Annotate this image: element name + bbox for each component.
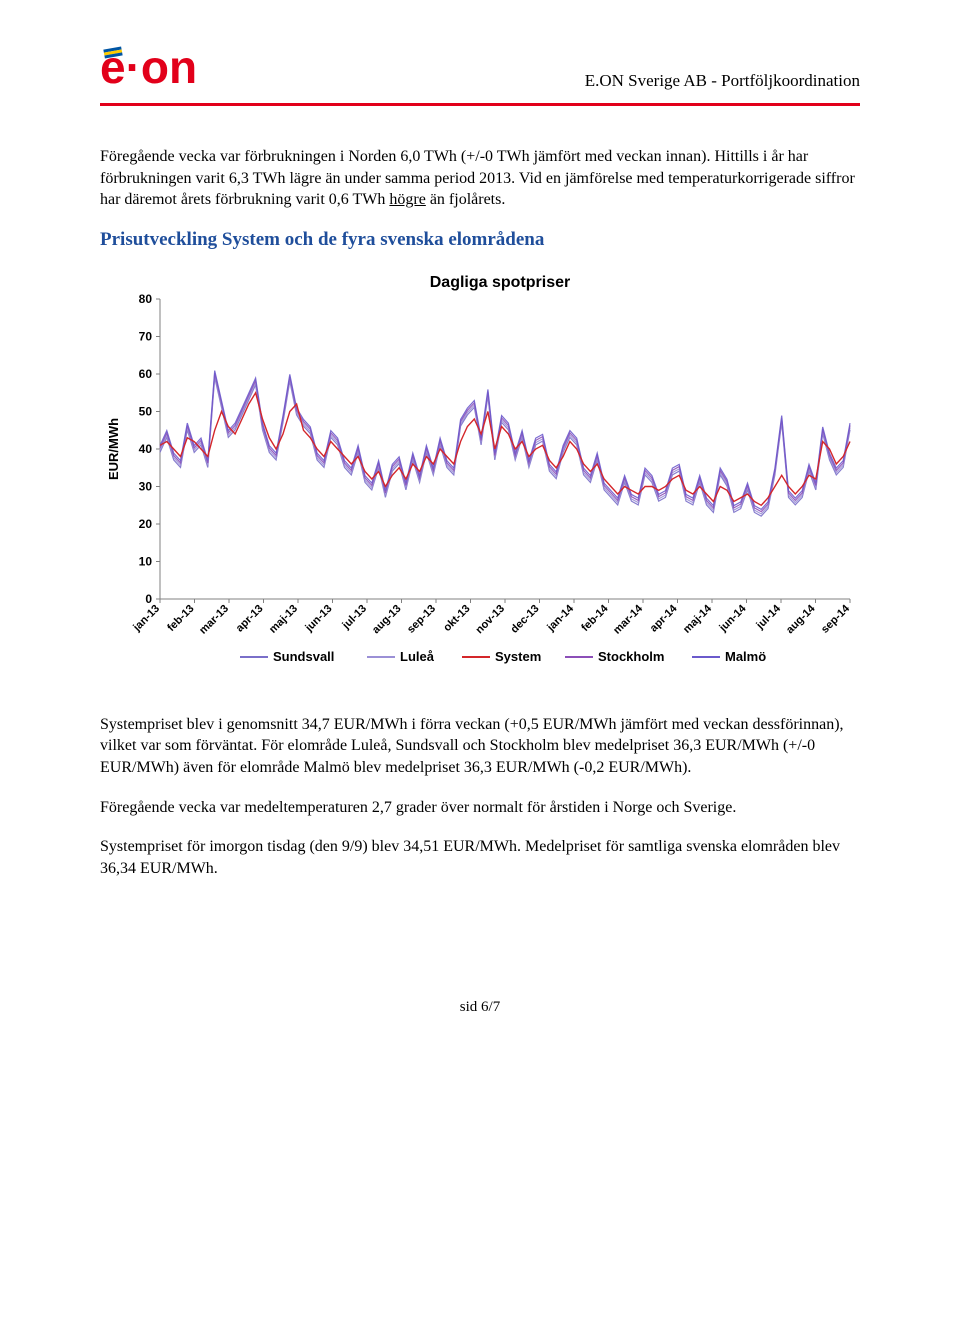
svg-text:jul-13: jul-13 bbox=[340, 602, 370, 632]
svg-text:Sundsvall: Sundsvall bbox=[273, 649, 334, 664]
paragraph-3: Föregående vecka var medeltemperaturen 2… bbox=[100, 797, 860, 819]
svg-text:mar-14: mar-14 bbox=[611, 602, 646, 637]
svg-text:System: System bbox=[495, 649, 541, 664]
svg-text:60: 60 bbox=[139, 367, 153, 381]
svg-text:dec-13: dec-13 bbox=[508, 602, 541, 635]
svg-text:nov-13: nov-13 bbox=[474, 602, 508, 636]
svg-text:aug-13: aug-13 bbox=[370, 602, 404, 636]
svg-text:jan-13: jan-13 bbox=[130, 602, 162, 634]
svg-text:10: 10 bbox=[139, 554, 153, 568]
svg-text:Dagliga spotpriser: Dagliga spotpriser bbox=[430, 274, 570, 291]
svg-text:mar-13: mar-13 bbox=[197, 602, 231, 636]
intro-paragraph: Föregående vecka var förbrukningen i Nor… bbox=[100, 146, 860, 211]
svg-text:jun-14: jun-14 bbox=[717, 602, 750, 635]
intro-text-underline: högre bbox=[389, 191, 425, 208]
svg-text:50: 50 bbox=[139, 404, 153, 418]
section-title: Prisutveckling System och de fyra svensk… bbox=[100, 229, 860, 251]
svg-text:40: 40 bbox=[139, 442, 153, 456]
svg-text:jun-13: jun-13 bbox=[303, 602, 335, 634]
svg-text:okt-13: okt-13 bbox=[441, 602, 472, 633]
svg-text:sep-14: sep-14 bbox=[819, 602, 853, 636]
svg-text:70: 70 bbox=[139, 329, 153, 343]
svg-text:apr-14: apr-14 bbox=[648, 602, 680, 634]
svg-text:EUR/MWh: EUR/MWh bbox=[106, 418, 121, 480]
svg-text:sep-13: sep-13 bbox=[405, 602, 438, 635]
svg-text:Luleå: Luleå bbox=[400, 649, 435, 664]
svg-text:20: 20 bbox=[139, 517, 153, 531]
header-title: E.ON Sverige AB - Portföljkoordination bbox=[585, 71, 860, 91]
page-footer: sid 6/7 bbox=[100, 999, 860, 1016]
header-rule bbox=[100, 103, 860, 106]
paragraph-2: Systempriset blev i genomsnitt 34,7 EUR/… bbox=[100, 714, 860, 779]
header: e·on E.ON Sverige AB - Portföljkoordinat… bbox=[100, 40, 860, 95]
svg-text:feb-13: feb-13 bbox=[165, 602, 196, 633]
svg-text:jul-14: jul-14 bbox=[754, 602, 784, 632]
spotprice-chart: Dagliga spotpriser01020304050607080EUR/M… bbox=[100, 269, 860, 674]
eon-logo: e·on bbox=[100, 40, 270, 95]
paragraph-4: Systempriset för imorgon tisdag (den 9/9… bbox=[100, 836, 860, 879]
svg-text:jan-14: jan-14 bbox=[544, 602, 576, 634]
intro-text-b: än fjolårets. bbox=[426, 191, 506, 208]
svg-text:80: 80 bbox=[139, 292, 153, 306]
svg-text:Malmö: Malmö bbox=[725, 649, 766, 664]
svg-text:maj-13: maj-13 bbox=[267, 602, 300, 635]
svg-text:Stockholm: Stockholm bbox=[598, 649, 664, 664]
chart-svg: Dagliga spotpriser01020304050607080EUR/M… bbox=[100, 269, 860, 669]
svg-text:apr-13: apr-13 bbox=[234, 602, 266, 634]
svg-text:aug-14: aug-14 bbox=[784, 602, 818, 636]
page: e·on E.ON Sverige AB - Portföljkoordinat… bbox=[0, 0, 960, 1056]
svg-text:maj-14: maj-14 bbox=[681, 602, 715, 636]
svg-text:feb-14: feb-14 bbox=[579, 602, 611, 634]
svg-text:30: 30 bbox=[139, 479, 153, 493]
